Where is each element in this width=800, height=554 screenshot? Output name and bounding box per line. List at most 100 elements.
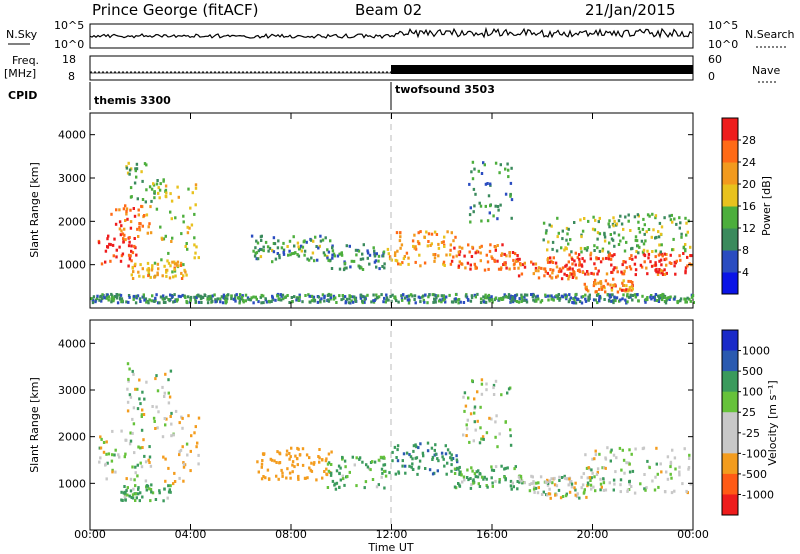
colorbar-tick-4: 12: [742, 222, 756, 235]
nave-label: Nave: [752, 64, 780, 77]
echo-band-2: [120, 483, 172, 503]
xtick-3: 12:00: [376, 528, 408, 541]
colorbar-seg-3: [722, 391, 738, 413]
echo-band-6: [326, 243, 386, 272]
velocity-heatmap: [98, 362, 692, 503]
colorbar-tick-0: 28: [742, 134, 756, 147]
count-axis-top-right: 10^5: [708, 19, 738, 32]
nave-tick-top: 60: [708, 53, 722, 66]
cpid-label: CPID: [8, 89, 37, 102]
echo-band-5: [250, 234, 332, 264]
colorbar-tick-3: 16: [742, 200, 756, 213]
colorbar-tick-6: -500: [742, 468, 767, 481]
colorbar-seg-5: [722, 162, 738, 185]
colorbar-seg-2: [722, 371, 738, 393]
velocity-colorbar-label: Velocity [m s⁻¹]: [766, 380, 779, 465]
colorbar-seg-0: [722, 330, 738, 352]
count-axis-bottom-left: 10^0: [54, 38, 84, 51]
echo-band-8: [449, 243, 520, 272]
echo-band-0: [98, 428, 153, 483]
echo-band-1: [126, 362, 173, 430]
count-axis-top-left: 10^5: [54, 19, 84, 32]
xtick-2: 08:00: [275, 528, 307, 541]
time-x-axis: 00:00 04:00 08:00 12:00 16:00 20:00 00:00: [74, 113, 709, 541]
cpid-mode-1: themis 3300: [94, 94, 171, 107]
xtick-6: 00:00: [677, 528, 709, 541]
nsearch-label: N.Search: [745, 28, 795, 41]
date-title: 21/Jan/2015: [585, 1, 676, 19]
freq-tick-bottom: 8: [68, 70, 75, 83]
colorbar-tick-1: 500: [742, 365, 763, 378]
cpid-mode-2: twofsound 3503: [395, 83, 495, 96]
colorbar-tick-0: 1000: [742, 345, 770, 358]
velocity-colorbar: 1000 500 100 25 -25 -100 -500 -1000: [721, 329, 774, 516]
echo-band-14: [90, 292, 695, 305]
ytick-3: 4000: [58, 337, 86, 350]
time-xlabel: Time UT: [367, 541, 413, 554]
ytick-1: 2000: [58, 431, 86, 444]
nsky-panel: N.Sky 10^5 10^0 10^5 10^0 N.Search: [6, 19, 795, 51]
colorbar-seg-6: [722, 140, 738, 163]
echo-band-13: [542, 212, 692, 255]
colorbar-seg-4: [722, 412, 738, 434]
freq-tick-top: 18: [62, 53, 76, 66]
colorbar-seg-8: [722, 494, 738, 516]
xtick-4: 16:00: [476, 528, 508, 541]
echo-band-3: [130, 260, 188, 280]
colorbar-tick-1: 24: [742, 156, 756, 169]
velocity-ylabel: Slant Range [km]: [28, 377, 41, 473]
echo-band-0: [97, 233, 138, 268]
xtick-5: 20:00: [577, 528, 609, 541]
colorbar-tick-3: 25: [742, 406, 756, 419]
echo-band-9: [468, 160, 514, 224]
colorbar-seg-6: [722, 453, 738, 475]
echo-band-9: [517, 474, 595, 500]
colorbar-tick-5: 8: [742, 244, 749, 257]
colorbar-tick-5: -100: [742, 447, 767, 460]
power-colorbar-label: Power [dB]: [760, 176, 773, 236]
echo-band-7: [386, 230, 457, 268]
freq-label: Freq.: [12, 54, 39, 67]
echo-band-2: [125, 161, 168, 204]
echo-band-7: [453, 464, 524, 491]
nsky-trace: [89, 26, 693, 39]
echo-band-11: [568, 251, 693, 277]
ytick-2: 3000: [58, 384, 86, 397]
echo-band-1: [110, 204, 153, 242]
echo-band-6: [388, 441, 459, 476]
echo-band-3: [161, 409, 201, 486]
colorbar-seg-7: [722, 473, 738, 495]
colorbar-tick-2: 20: [742, 178, 756, 191]
cpid-strip: CPID themis 3300 twofsound 3503: [8, 82, 495, 110]
power-colorbar: 28 24 20 16 12 8 4: [721, 117, 756, 295]
ytick-0: 1000: [58, 477, 86, 490]
power-y-axis: 1000 2000 3000 4000: [58, 129, 693, 272]
xtick-0: 00:00: [74, 528, 106, 541]
colorbar-seg-4: [722, 184, 738, 207]
colorbar-seg-0: [722, 272, 738, 295]
power-ylabel: Slant Range [km]: [28, 162, 41, 258]
colorbar-tick-6: 4: [742, 266, 749, 279]
power-panel: 1000 2000 3000 4000 Slant Range [km] 28 24 20…: [28, 112, 773, 309]
xtick-1: 04:00: [175, 528, 207, 541]
nsky-label: N.Sky: [6, 28, 38, 41]
colorbar-seg-2: [722, 228, 738, 251]
colorbar-seg-5: [722, 432, 738, 454]
station-title: Prince George (fitACF): [92, 1, 258, 19]
colorbar-tick-4: -25: [742, 427, 760, 440]
nave-tick-bottom: 0: [708, 70, 715, 83]
colorbar-tick-7: -1000: [742, 488, 774, 501]
echo-band-12: [583, 277, 634, 294]
velocity-y-axis: 1000 2000 3000 4000: [58, 337, 693, 490]
colorbar-seg-1: [722, 250, 738, 273]
echo-band-8: [462, 378, 513, 449]
ytick-1: 2000: [58, 215, 86, 228]
echo-band-4: [155, 182, 200, 267]
colorbar-seg-7: [722, 118, 738, 141]
beam-title: Beam 02: [355, 1, 422, 19]
freq-panel: Freq. [MHz] 18 8 60 0 Nave: [4, 53, 780, 83]
ytick-3: 4000: [58, 129, 86, 142]
freq-trace: [90, 65, 693, 74]
ytick-0: 1000: [58, 259, 86, 272]
